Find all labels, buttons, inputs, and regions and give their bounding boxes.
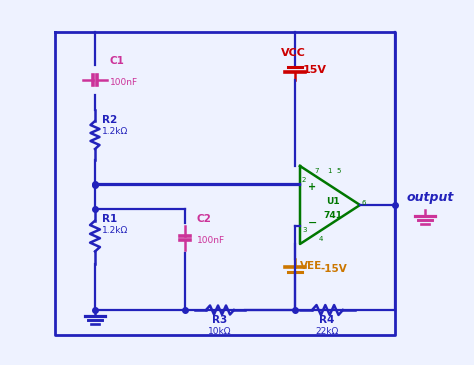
Text: +: + [308, 182, 316, 192]
Text: output: output [407, 191, 455, 204]
Text: 6: 6 [362, 200, 366, 206]
Text: 1.2kΩ: 1.2kΩ [102, 226, 128, 235]
Text: U1: U1 [326, 196, 340, 205]
Text: 4: 4 [319, 236, 323, 242]
Text: 741: 741 [323, 211, 343, 219]
Text: 100nF: 100nF [197, 236, 225, 245]
Text: −: − [308, 218, 318, 227]
Text: 100nF: 100nF [110, 78, 138, 87]
Text: R2: R2 [102, 115, 117, 125]
Text: 1.2kΩ: 1.2kΩ [102, 127, 128, 136]
Text: 1: 1 [327, 168, 331, 174]
Text: R4: R4 [319, 315, 335, 325]
Text: -15V: -15V [321, 264, 348, 274]
Text: 5: 5 [337, 168, 341, 174]
Text: 7: 7 [315, 168, 319, 174]
Text: 15V: 15V [303, 65, 327, 75]
Text: R1: R1 [102, 214, 117, 223]
Text: C2: C2 [197, 214, 212, 224]
Text: C1: C1 [110, 56, 125, 66]
Text: 22kΩ: 22kΩ [315, 327, 338, 336]
Text: 3: 3 [302, 227, 307, 233]
Text: R3: R3 [212, 315, 228, 325]
Text: 2: 2 [302, 177, 306, 182]
Text: VCC: VCC [281, 48, 306, 58]
Text: 10kΩ: 10kΩ [208, 327, 232, 336]
Text: VEE: VEE [300, 261, 322, 271]
